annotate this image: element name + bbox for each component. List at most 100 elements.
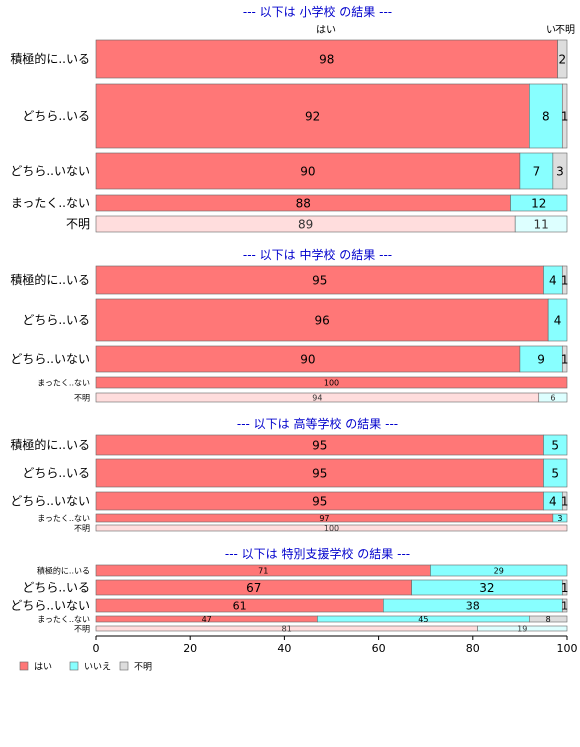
bar-segment-いいえ: [477, 625, 568, 632]
data-label: 6: [550, 393, 555, 402]
data-label: 89: [298, 217, 313, 231]
bar-segment-いいえ: [514, 215, 568, 233]
bar-segment-はい: [95, 83, 530, 149]
x-tick-label: 0: [93, 642, 100, 655]
column-header: 不明: [555, 24, 575, 36]
legend-swatch: [19, 661, 29, 671]
bar-segment-いいえ: [543, 458, 568, 488]
category-label: 不明: [66, 217, 90, 231]
category-label: どちら..いる: [22, 109, 90, 123]
data-label: 95: [312, 438, 327, 452]
data-label: 4: [554, 313, 562, 327]
legend-label: 不明: [134, 662, 152, 673]
data-label: 1: [561, 352, 569, 366]
data-label: 3: [557, 514, 562, 523]
data-label: 5: [551, 466, 559, 480]
data-label: 1: [561, 273, 569, 287]
data-label: 67: [246, 581, 261, 595]
bar-segment-不明: [561, 345, 568, 373]
data-label: 1: [561, 600, 568, 613]
data-label: 4: [549, 273, 557, 287]
x-tick-label: 40: [277, 642, 291, 655]
category-label: どちら..いない: [10, 494, 90, 508]
data-label: 98: [319, 52, 334, 66]
bar-segment-不明: [561, 598, 568, 613]
bar-segment-はい: [95, 39, 558, 79]
bar-segment-不明: [529, 615, 568, 623]
bar-segment-いいえ: [552, 513, 568, 523]
data-label: 1: [561, 581, 569, 595]
bar-segment-不明: [561, 579, 568, 596]
legend-swatch: [69, 661, 79, 671]
category-label: どちら..いる: [22, 313, 90, 327]
data-label: 88: [296, 196, 311, 210]
data-label: 19: [517, 624, 527, 633]
data-label: 1: [561, 494, 569, 508]
category-label: 積極的に..いる: [10, 272, 90, 287]
column-header: い: [546, 25, 556, 36]
data-label: 92: [305, 109, 320, 123]
bar-segment-いいえ: [547, 298, 568, 342]
category-label: まったく..ない: [11, 196, 90, 210]
section-title: --- 以下は 高等学校 の結果 ---: [237, 416, 398, 431]
category-label: まったく..ない: [37, 615, 90, 624]
category-label: どちら..いない: [10, 599, 90, 613]
bar-segment-いいえ: [543, 434, 568, 456]
bar-segment-はい: [95, 524, 568, 532]
data-label: 100: [324, 524, 339, 533]
bar-segment-はい: [95, 265, 544, 295]
bar-segment-いいえ: [430, 564, 568, 577]
data-label: 1: [561, 109, 569, 123]
data-label: 90: [300, 352, 315, 366]
data-label: 95: [312, 466, 327, 480]
section-title: --- 以下は 小学校 の結果 ---: [243, 4, 392, 19]
data-label: 100: [324, 378, 339, 387]
data-label: 96: [314, 313, 329, 327]
category-label: 積極的に..いる: [10, 51, 90, 66]
legend-label: はい: [34, 662, 52, 673]
data-label: 2: [558, 52, 566, 66]
data-label: 94: [312, 393, 322, 402]
legend-label: いいえ: [84, 662, 111, 673]
x-tick-label: 100: [557, 642, 578, 655]
data-label: 90: [300, 164, 315, 178]
data-label: 7: [533, 164, 541, 178]
bar-segment-不明: [561, 83, 568, 149]
x-tick-label: 20: [183, 642, 197, 655]
x-tick-label: 80: [466, 642, 480, 655]
bar-segment-不明: [557, 39, 568, 79]
data-label: 95: [312, 273, 327, 287]
data-label: 8: [546, 615, 551, 624]
category-label: 不明: [74, 625, 90, 634]
data-label: 11: [533, 217, 548, 231]
bar-segment-いいえ: [538, 392, 568, 403]
bar-segment-はい: [95, 376, 568, 389]
bar-segment-はい: [95, 152, 521, 190]
bar-segment-不明: [552, 152, 568, 190]
data-label: 4: [549, 494, 557, 508]
legend-swatch: [119, 661, 129, 671]
data-label: 29: [494, 566, 504, 575]
category-label: どちら..いない: [10, 352, 90, 366]
bar-segment-いいえ: [510, 194, 568, 212]
category-label: どちら..いる: [22, 581, 90, 595]
data-label: 97: [319, 514, 329, 523]
data-label: 9: [537, 352, 545, 366]
data-label: 71: [258, 566, 268, 575]
data-label: 3: [556, 164, 564, 178]
data-label: 61: [233, 600, 247, 613]
x-tick-label: 60: [372, 642, 386, 655]
bar-segment-はい: [95, 345, 521, 373]
section-title: --- 以下は 中学校 の結果 ---: [243, 247, 392, 262]
category-label: どちら..いる: [22, 466, 90, 480]
data-label: 12: [531, 196, 546, 210]
data-label: 95: [312, 494, 327, 508]
bar-segment-はい: [95, 458, 544, 488]
data-label: 45: [418, 615, 428, 624]
category-label: まったく..ない: [37, 514, 90, 523]
category-label: どちら..いない: [10, 164, 90, 178]
data-label: 32: [479, 581, 494, 595]
column-header: はい: [316, 24, 336, 36]
category-label: 不明: [74, 524, 90, 533]
